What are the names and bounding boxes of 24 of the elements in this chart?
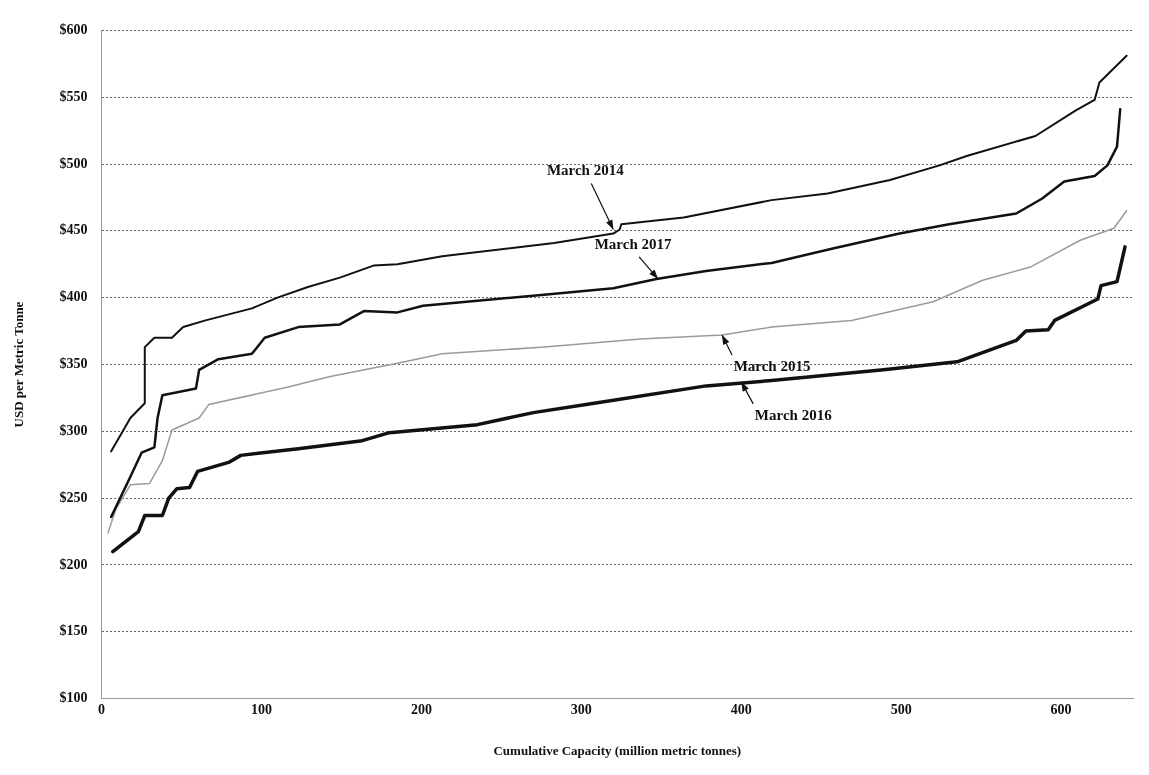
annotation: March 2014 <box>546 162 625 179</box>
annotation: March 2017 <box>594 235 672 252</box>
y-axis-title: USD per Metric Tonne <box>11 301 27 428</box>
x-tick-label: 500 <box>890 701 912 717</box>
y-tick-label: $200 <box>59 556 88 572</box>
y-tick-label: $250 <box>59 489 88 505</box>
y-tick-label: $400 <box>59 289 88 305</box>
y-tick-label: $600 <box>59 22 88 38</box>
annotation: March 2015 <box>733 357 811 374</box>
x-axis-title: Cumulative Capacity (million metric tonnes) <box>493 742 742 758</box>
x-tick-label: 300 <box>570 701 592 717</box>
y-tick-label: $350 <box>59 356 88 372</box>
y-tick-label: $100 <box>59 690 88 706</box>
x-tick-label: 400 <box>730 701 752 717</box>
x-tick-label: 100 <box>251 701 273 717</box>
y-tick-label: $300 <box>59 422 88 438</box>
annotation: March 2016 <box>754 406 833 423</box>
x-tick-label: 600 <box>1050 701 1072 717</box>
y-tick-label: $450 <box>59 222 88 238</box>
y-tick-label: $550 <box>59 88 88 104</box>
y-tick-label: $150 <box>59 623 88 639</box>
x-tick-label: 200 <box>410 701 432 717</box>
x-tick-label: 0 <box>98 701 106 717</box>
y-tick-label: $500 <box>59 155 88 171</box>
